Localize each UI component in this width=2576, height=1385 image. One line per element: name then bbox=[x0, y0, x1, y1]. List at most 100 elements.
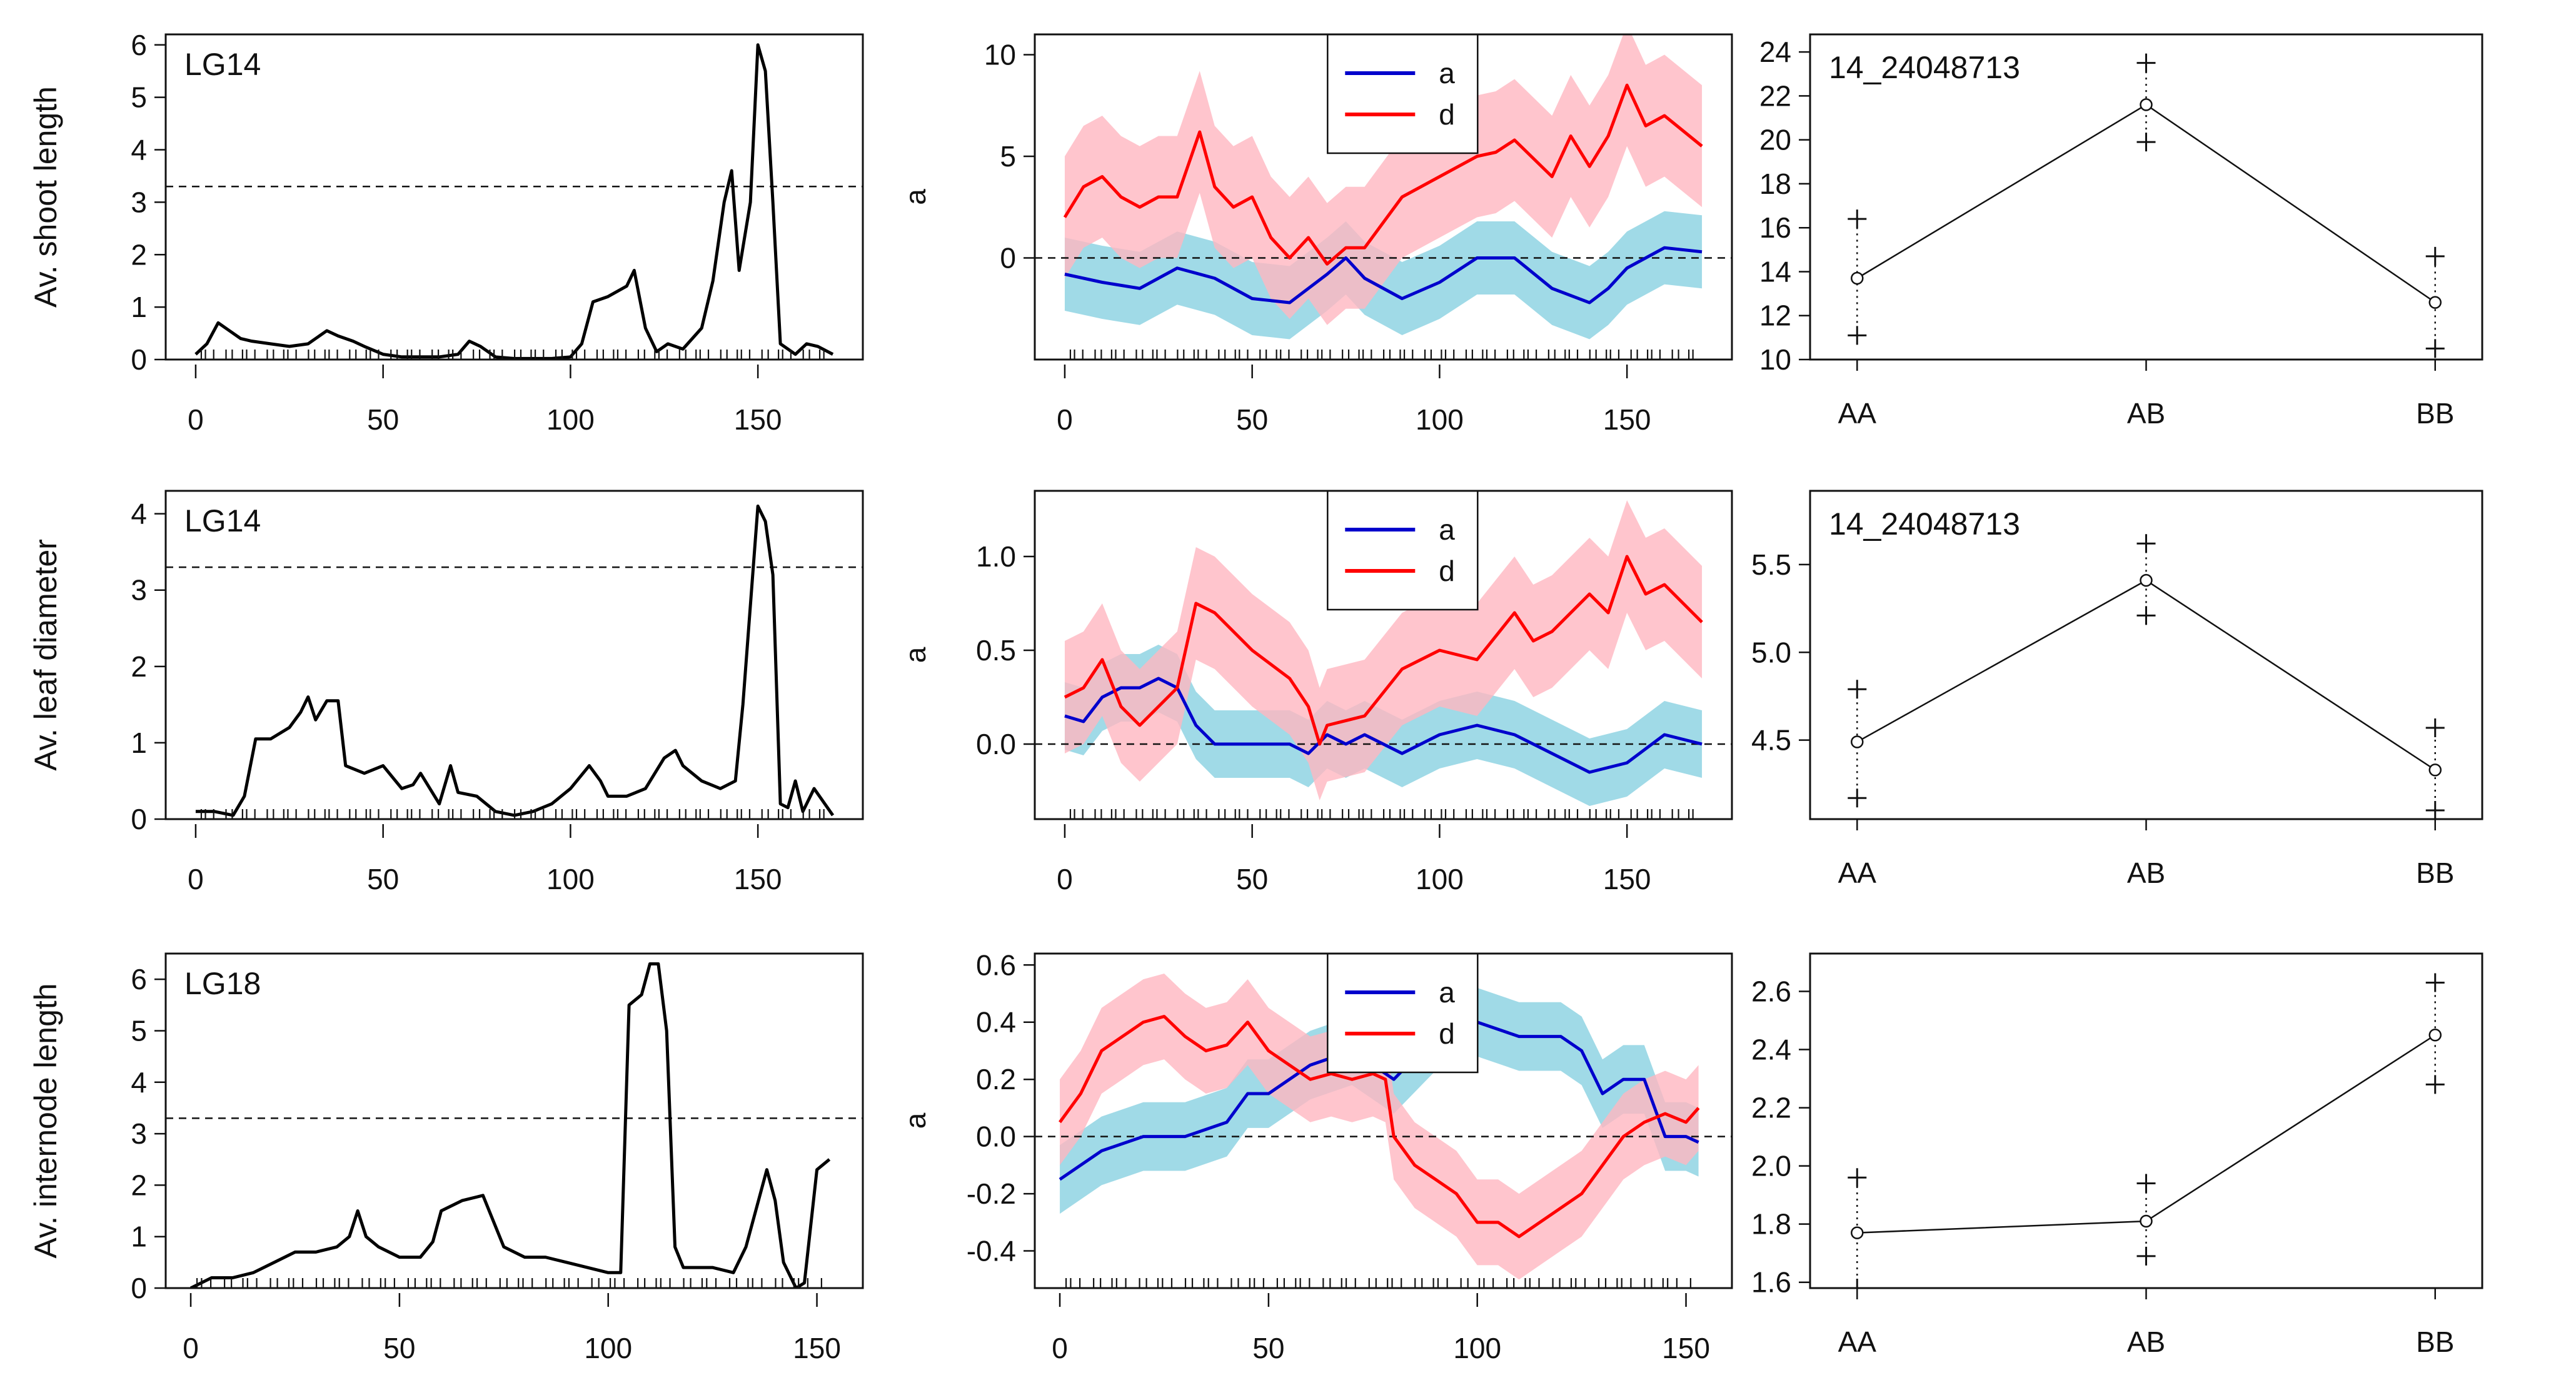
panel-row1-genotype: 10 12 14 16 18 20 22 24 AA AB BB 14_24048713 bbox=[1759, 33, 2483, 430]
mean-point bbox=[2428, 763, 2442, 777]
panel-row3-genotype: 1.6 1.8 2.0 2.2 2.4 2.6 AA AB BB bbox=[1751, 952, 2483, 1358]
y-tick-label: 10 bbox=[1759, 343, 1791, 376]
mean-point bbox=[2428, 296, 2442, 309]
plot-area bbox=[1848, 534, 2445, 819]
plot-frame bbox=[1034, 952, 1733, 1289]
legend-box bbox=[1327, 33, 1479, 154]
mean-point bbox=[2140, 98, 2153, 111]
legend-label-d: d bbox=[1439, 98, 1455, 131]
y-tick-label: 3 bbox=[131, 574, 147, 607]
panel-row1-lod: 0 1 2 3 4 5 6 0 50 100 150 LG14 Av. shoot length bbox=[28, 29, 864, 436]
marker-rug bbox=[1065, 1278, 1692, 1288]
linkage-group-label: LG14 bbox=[184, 503, 261, 538]
y-tick-label: 2 bbox=[131, 1169, 147, 1201]
y-axis-label: Av. leaf diameter bbox=[28, 539, 63, 771]
bound-marker bbox=[2425, 246, 2445, 266]
y-tick-label: 14 bbox=[1759, 255, 1791, 288]
y-axis-label: a bbox=[899, 1112, 932, 1129]
y-tick-label: 2.6 bbox=[1751, 975, 1791, 1007]
x-category-label: AB bbox=[2127, 397, 2165, 430]
legend-box bbox=[1327, 490, 1479, 611]
bound-marker bbox=[1848, 326, 1867, 345]
plot-frame bbox=[164, 952, 864, 1289]
x-tick-label: 50 bbox=[367, 863, 399, 895]
y-tick-label: 2.4 bbox=[1751, 1034, 1791, 1066]
y-tick-label: 16 bbox=[1759, 211, 1791, 244]
x-tick-label: 0 bbox=[1057, 863, 1073, 895]
mean-line bbox=[1857, 1034, 2436, 1234]
marker-label: 14_24048713 bbox=[1829, 50, 2020, 85]
bound-marker bbox=[2425, 1075, 2445, 1094]
plot-frame bbox=[1809, 952, 2483, 1289]
bound-marker bbox=[2136, 534, 2156, 553]
mean-point bbox=[2140, 573, 2153, 587]
plot-frame bbox=[1809, 33, 2483, 361]
y-tick-label: 2.0 bbox=[1751, 1150, 1791, 1182]
y-tick-label: 4.5 bbox=[1751, 724, 1791, 757]
x-tick-label: 0 bbox=[1052, 1332, 1068, 1364]
y-tick-label: 0 bbox=[131, 343, 147, 376]
lod-curve bbox=[195, 504, 835, 817]
legend-box bbox=[1327, 952, 1479, 1074]
marker-rug bbox=[1069, 809, 1694, 819]
x-category-label: AA bbox=[1838, 857, 1877, 889]
y-tick-label: 4 bbox=[131, 1066, 147, 1099]
x-category-label: AB bbox=[2127, 857, 2165, 889]
x-tick-label: 100 bbox=[1453, 1332, 1501, 1364]
x-category-label: AA bbox=[1838, 1326, 1877, 1358]
panel-row2-lod: 0 1 2 3 4 0 50 100 150 LG14 Av. leaf diameter bbox=[28, 490, 864, 895]
y-tick-label: 0.5 bbox=[976, 634, 1016, 667]
y-axis-label: a bbox=[899, 647, 932, 663]
y-tick-label: 24 bbox=[1759, 36, 1791, 68]
plot-frame bbox=[1034, 33, 1733, 361]
x-category-label: AB bbox=[2127, 1326, 2165, 1358]
bound-marker bbox=[2425, 973, 2445, 992]
x-tick-label: 150 bbox=[1603, 403, 1651, 436]
x-category-label: BB bbox=[2416, 1326, 2454, 1358]
plot-area bbox=[166, 43, 863, 360]
series-d bbox=[1063, 83, 1703, 266]
legend: ad bbox=[1327, 952, 1479, 1074]
bound-marker bbox=[1848, 788, 1867, 808]
x-category-label: BB bbox=[2416, 857, 2454, 889]
x-tick-label: 50 bbox=[1236, 863, 1268, 895]
legend-label-d: d bbox=[1439, 555, 1455, 587]
y-tick-label: 20 bbox=[1759, 124, 1791, 156]
linkage-group-label: LG18 bbox=[184, 966, 261, 1001]
bound-marker bbox=[2136, 1246, 2156, 1266]
y-tick-label: -0.2 bbox=[967, 1177, 1016, 1210]
x-tick-label: 0 bbox=[188, 863, 204, 895]
x-tick-label: 50 bbox=[1236, 403, 1268, 436]
y-tick-label: 0.0 bbox=[976, 728, 1016, 760]
y-tick-label: 18 bbox=[1759, 168, 1791, 200]
y-tick-label: 0.6 bbox=[976, 949, 1016, 981]
y-tick-label: 4 bbox=[131, 498, 147, 530]
plot-area bbox=[1035, 500, 1732, 806]
plot-frame bbox=[1809, 490, 2483, 820]
x-tick-label: 100 bbox=[1416, 863, 1464, 895]
plot-area bbox=[166, 504, 863, 817]
series-a bbox=[1064, 677, 1703, 774]
mean-point bbox=[1851, 1226, 1864, 1239]
mean-point bbox=[2428, 1029, 2442, 1042]
x-tick-label: 50 bbox=[367, 403, 399, 436]
mean-point bbox=[2140, 1214, 2153, 1228]
bound-marker bbox=[2136, 606, 2156, 625]
y-tick-label: 6 bbox=[131, 963, 147, 995]
y-axis-label: Av. internode length bbox=[28, 983, 63, 1258]
x-tick-label: 100 bbox=[546, 403, 595, 436]
bound-marker bbox=[1848, 1279, 1867, 1288]
legend-label-d: d bbox=[1439, 1017, 1455, 1050]
y-tick-label: 2.2 bbox=[1751, 1092, 1791, 1124]
band-d bbox=[1060, 974, 1699, 1280]
bound-marker bbox=[2136, 53, 2156, 73]
y-tick-label: 1 bbox=[131, 1221, 147, 1253]
bound-marker bbox=[2425, 718, 2445, 738]
plot-area bbox=[1848, 973, 2445, 1288]
y-tick-label: 1 bbox=[131, 727, 147, 759]
y-tick-label: 1 bbox=[131, 291, 147, 323]
bound-marker bbox=[1848, 209, 1867, 229]
